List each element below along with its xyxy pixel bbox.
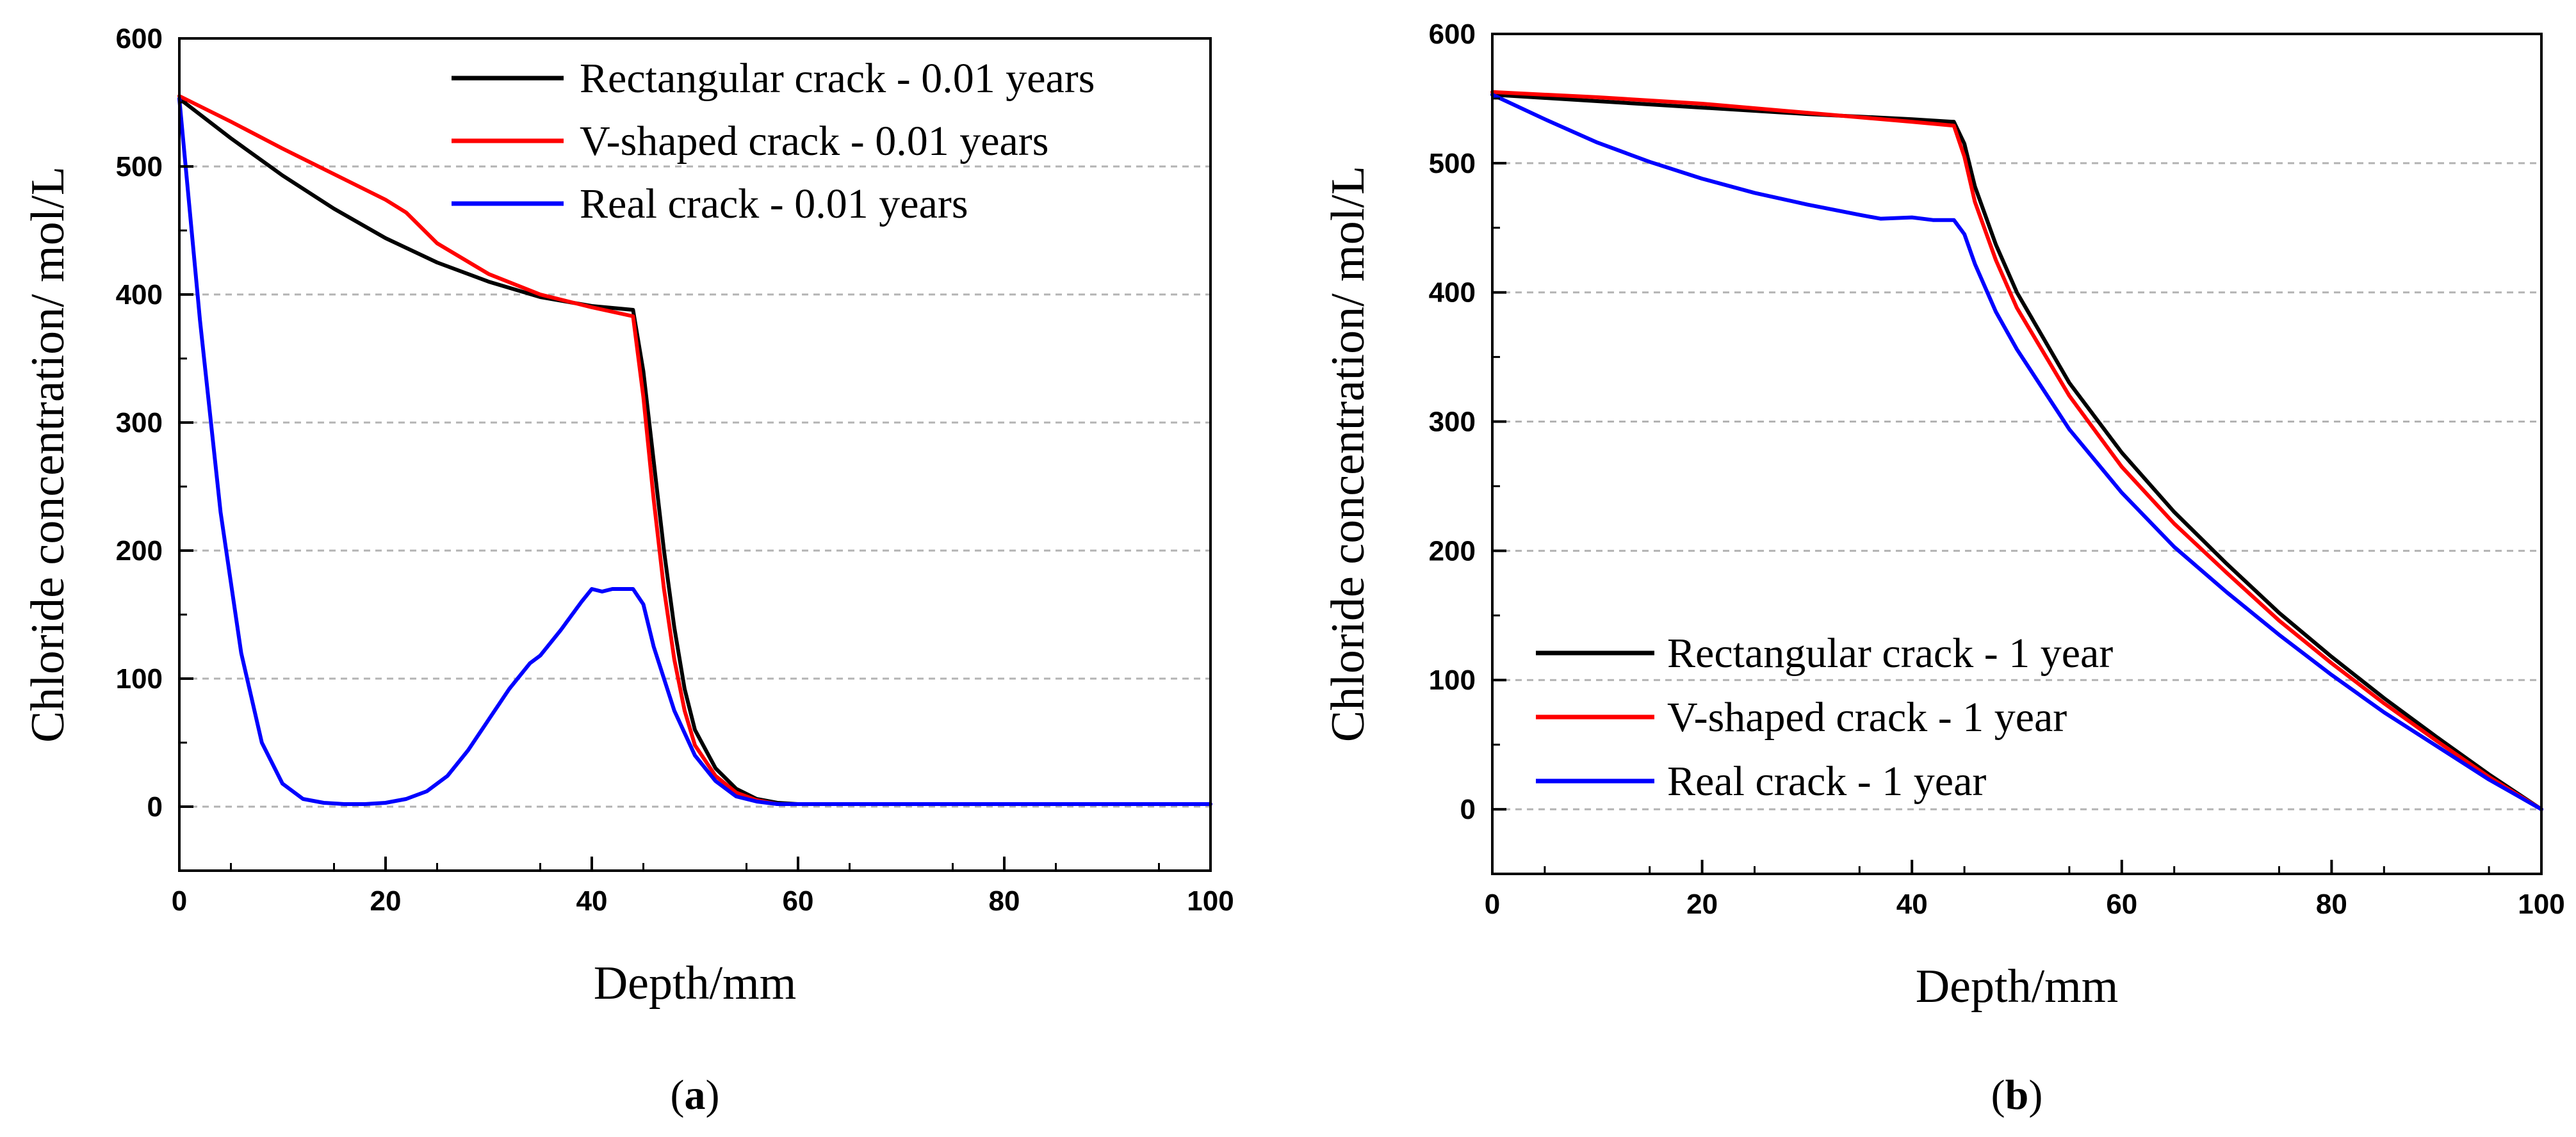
grid-lines [179,165,1211,808]
y-tick-label: 0 [147,791,163,823]
y-tick-label: 500 [1429,148,1476,179]
plot-frame [178,37,1212,872]
x-tick-label: 80 [2316,889,2347,920]
series-line [1490,92,2543,812]
x-axis-title: Depth/mm [594,957,797,1010]
legend: Rectangular crack - 0.01 years V-shaped c… [452,55,1095,227]
series-line [1490,90,2543,812]
x-tick-label: 20 [370,885,402,917]
y-tick-label: 500 [116,151,163,182]
series-line [177,97,1212,806]
panel-a: 0 100 200 300 400 500 600 0 20 40 60 80 100 Depth/m… [22,23,1234,1118]
y-tick-label: 300 [116,407,163,439]
x-tick-label: 0 [172,885,187,917]
plot-frame [1491,33,2543,875]
x-tick-labels: 0 20 40 60 80 100 [1485,889,2565,920]
legend-label: Rectangular crack - 0.01 years [580,55,1095,102]
x-tick-label: 0 [1485,889,1500,920]
legend-label: Real crack - 1 year [1667,758,1986,805]
series-lines [1490,90,2543,812]
y-tick-labels: 0 100 200 300 400 500 600 [1429,19,1476,825]
y-tick-label: 400 [116,279,163,310]
y-tick-label: 0 [1460,794,1476,825]
x-tick-label: 40 [576,885,608,917]
legend-label: Real crack - 0.01 years [580,181,968,227]
y-tick-label: 200 [1429,535,1476,567]
x-tick-label: 60 [783,885,814,917]
y-tick-label: 100 [1429,665,1476,696]
x-tick-label: 100 [1187,885,1234,917]
y-tick-label: 600 [1429,19,1476,50]
y-tick-label: 100 [116,663,163,695]
panel-b: 0 100 200 300 400 500 600 0 20 40 60 80 100 Depth/m… [1322,19,2565,1118]
y-tick-label: 300 [1429,407,1476,438]
x-tick-label: 40 [1896,889,1928,920]
legend-label: V-shaped crack - 0.01 years [580,118,1048,165]
y-tick-labels: 0 100 200 300 400 500 600 [116,23,163,823]
axis-ticks [178,37,1212,872]
legend-label: V-shaped crack - 1 year [1667,694,2067,741]
y-tick-label: 400 [1429,277,1476,309]
y-axis-title: Chloride concentration/ mol/L [1322,166,1374,742]
series-lines [177,94,1212,806]
x-tick-label: 20 [1686,889,1718,920]
x-tick-label: 60 [2106,889,2137,920]
y-tick-label: 200 [116,535,163,567]
panel-label: (b) [1991,1072,2043,1118]
x-axis-title: Depth/mm [1916,960,2119,1013]
x-tick-label: 100 [2518,889,2564,920]
x-tick-label: 80 [989,885,1020,917]
legend-label: Rectangular crack - 1 year [1667,630,2113,677]
legend: Rectangular crack - 1 year V-shaped crack… [1536,630,2113,805]
x-tick-labels: 0 20 40 60 80 100 [172,885,1234,917]
axis-ticks [1491,33,2543,875]
y-axis-title: Chloride concentration/ mol/L [22,166,74,743]
y-tick-label: 600 [116,23,163,54]
panel-label: (a) [671,1072,720,1118]
